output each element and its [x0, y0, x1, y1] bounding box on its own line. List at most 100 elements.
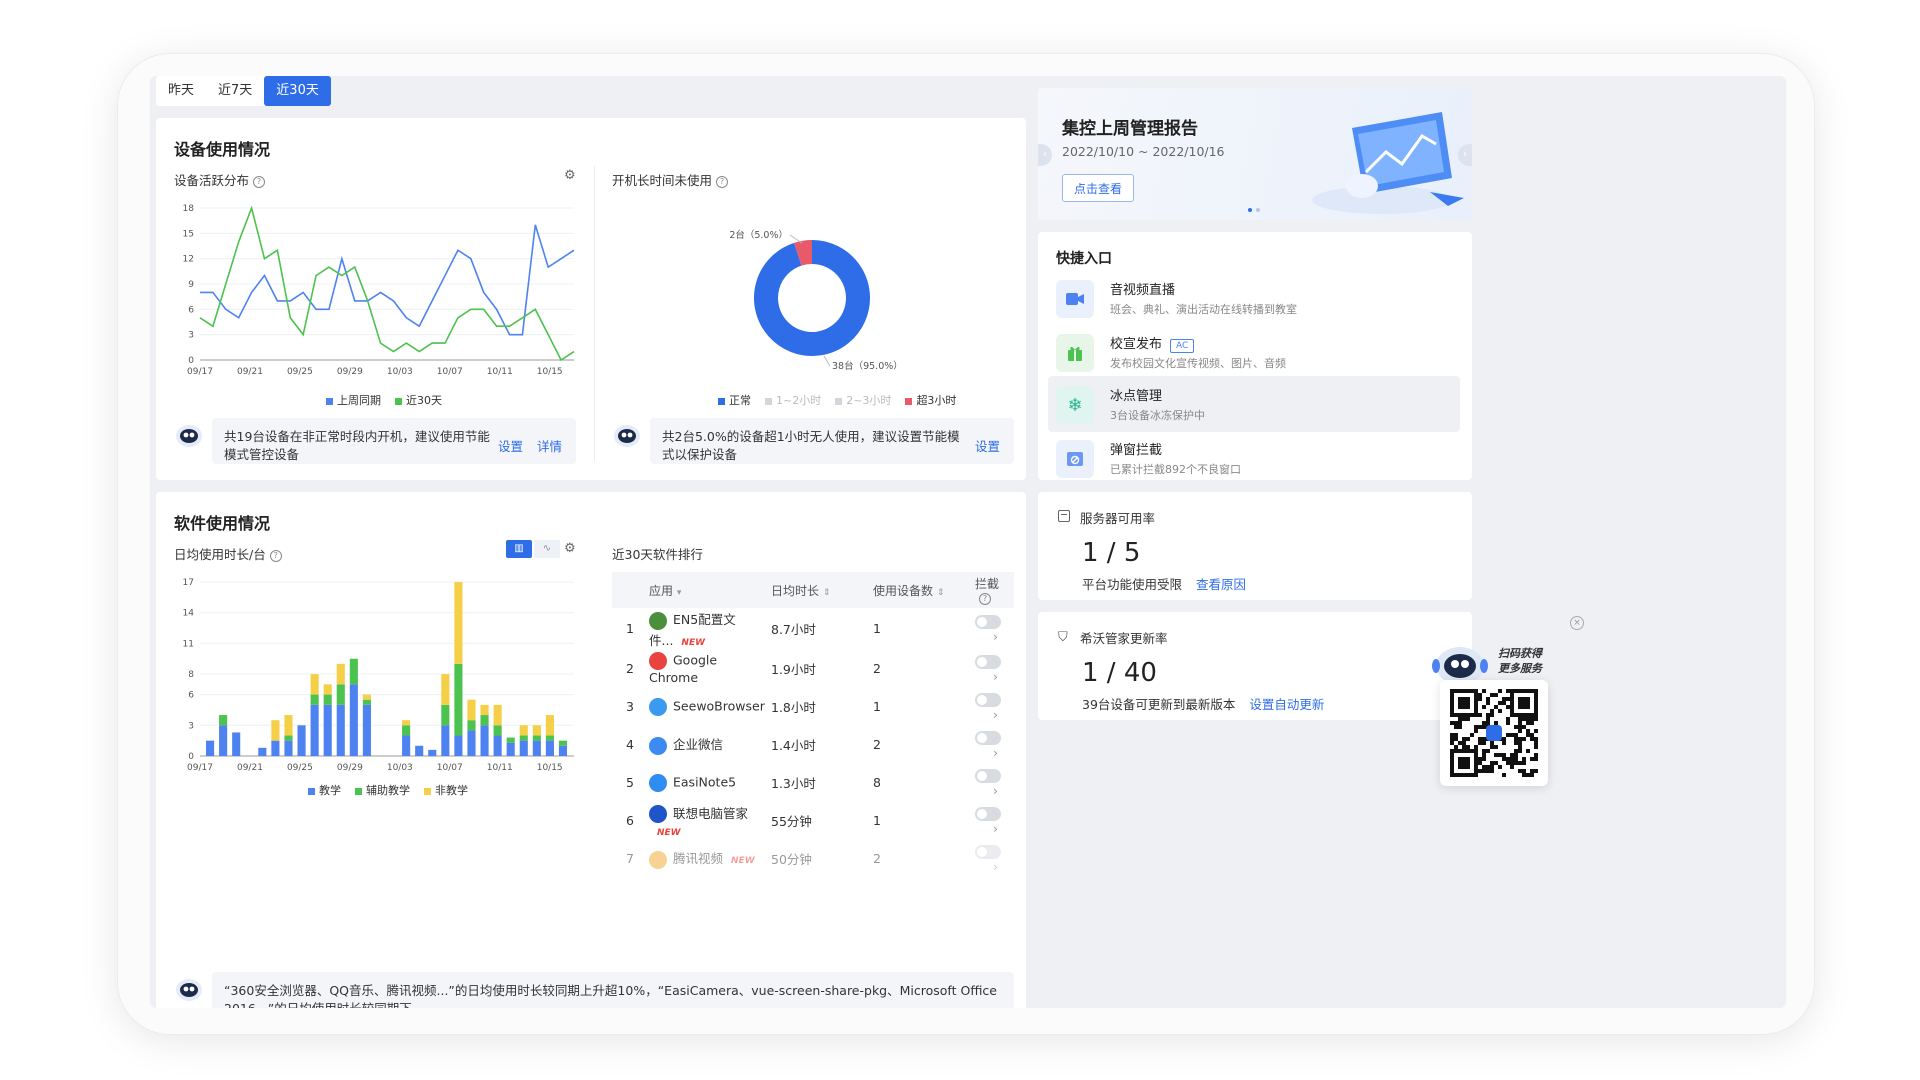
qr-module — [1486, 765, 1490, 769]
qr-module — [1454, 737, 1458, 741]
quick-entry-live-stream[interactable]: 音视频直播 班会、典礼、演出活动在线转播到教室 — [1048, 270, 1460, 326]
qr-module — [1454, 721, 1458, 725]
settings-link[interactable]: 设置 — [497, 439, 523, 454]
qr-module — [1522, 761, 1526, 765]
chevron-right-icon[interactable]: › — [993, 744, 998, 760]
bar-segment — [519, 725, 528, 736]
bar-segment — [467, 699, 476, 721]
software-usage-title: 软件使用情况 — [174, 514, 271, 533]
help-icon[interactable]: ? — [253, 175, 266, 188]
block-toggle[interactable] — [975, 768, 1001, 783]
gear-icon[interactable]: ⚙ — [564, 541, 576, 556]
qr-module — [1502, 737, 1506, 741]
qr-module — [1534, 757, 1538, 761]
qr-module — [1506, 717, 1510, 721]
activity-tip-links: 设置 详情 — [484, 438, 562, 456]
new-badge: NEW — [731, 856, 755, 867]
table-header-row: 应用 ▾ 日均时长 ⇕ 使用设备数 ⇕ 拦截? — [612, 572, 1014, 608]
report-date-range: 2022/10/10 ~ 2022/10/16 — [1062, 144, 1225, 159]
bar-chart-toggle-button[interactable]: ▥ — [506, 540, 532, 558]
x-tick-label: 10/15 — [537, 367, 563, 377]
bar-segment — [258, 747, 267, 756]
tab-last-30-days[interactable]: 近30天 — [264, 76, 331, 106]
quick-entry-name: 冰点管理 — [1110, 389, 1163, 404]
table-row[interactable]: 7 腾讯视频 NEW 50分钟 2 › — [612, 840, 1014, 878]
chevron-right-icon[interactable]: › — [993, 706, 998, 722]
table-row[interactable]: 6 联想电脑管家 NEW 55分钟 1 › — [612, 802, 1014, 840]
carousel-dot-active[interactable] — [1248, 208, 1252, 212]
table-row[interactable]: 1 EN5配置文件... NEW 8.7小时 1 › — [612, 608, 1014, 650]
block-cell: › — [974, 802, 1014, 840]
block-toggle[interactable] — [975, 844, 1001, 859]
duration-cell: 55分钟 — [771, 814, 812, 829]
report-title: 集控上周管理报告 — [1062, 119, 1198, 139]
qr-module — [1514, 725, 1518, 729]
chevron-right-icon[interactable]: › — [993, 782, 998, 798]
table-row[interactable]: 4 企业微信 1.4小时 2 › — [612, 726, 1014, 764]
chevron-right-icon[interactable]: › — [993, 629, 998, 644]
bar-segment — [441, 725, 450, 756]
tab-yesterday[interactable]: 昨天 — [168, 83, 195, 98]
app-cell: 联想电脑管家 NEW — [648, 802, 770, 840]
dashboard-screen: 昨天 近7天 近30天 设备使用情况 设备活跃分布? ⚙ 0 3 6 9 12 15 18 0… — [150, 76, 1786, 1008]
software-usage-card: 软件使用情况 日均使用时长/台? ▥ ∿ ⚙ 0 3 6 8 11 14 17 09/17 09… — [156, 492, 1026, 1008]
qr-module — [1530, 773, 1534, 777]
bar-segment — [336, 663, 345, 685]
chevron-right-icon[interactable]: › — [993, 820, 998, 836]
devices-column-header[interactable]: 使用设备数 ⇕ — [872, 572, 974, 608]
table-row[interactable]: 5 EasiNote5 1.3小时 8 › — [612, 764, 1014, 802]
help-icon[interactable]: ? — [716, 175, 729, 188]
server-desc-text: 平台功能使用受限 — [1082, 577, 1183, 592]
table-row[interactable]: 2 Google Chrome 1.9小时 2 › — [612, 650, 1014, 688]
quick-entry-freeze-management[interactable]: ❄ 冰点管理 3台设备冰冻保护中 — [1048, 376, 1460, 432]
qr-module — [1462, 745, 1466, 749]
qr-module — [1466, 737, 1470, 741]
qr-module — [1458, 741, 1462, 745]
app-icon — [649, 805, 667, 824]
qr-module — [1522, 773, 1526, 777]
qr-module — [1478, 741, 1482, 745]
chevron-right-icon[interactable]: › — [993, 668, 998, 684]
help-icon[interactable]: ? — [269, 549, 282, 562]
y-tick-label: 3 — [188, 721, 194, 731]
help-icon[interactable]: ? — [979, 593, 991, 605]
line-chart-toggle-button[interactable]: ∿ — [534, 540, 560, 558]
duration-cell: 1.8小时 — [771, 700, 816, 715]
close-icon[interactable]: × — [1570, 616, 1584, 630]
data-label: 2台（5.0%） — [729, 229, 788, 241]
settings-link[interactable]: 设置 — [974, 439, 1000, 454]
carousel-dot[interactable] — [1256, 208, 1260, 212]
block-toggle[interactable] — [975, 692, 1001, 707]
table-row[interactable]: 3 SeewoBrowser 1.8小时 1 › — [612, 688, 1014, 726]
carousel-next-button[interactable]: › — [1458, 144, 1472, 166]
app-column-header[interactable]: 应用 ▾ — [648, 572, 770, 608]
block-toggle[interactable] — [975, 654, 1001, 669]
video-icon — [1056, 280, 1094, 318]
quick-entry-campus-publish[interactable]: 校宣发布 AC 发布校园文化宣传视频、图片、音频 — [1048, 324, 1460, 380]
qr-module — [1482, 741, 1486, 745]
device-usage-title: 设备使用情况 — [174, 140, 271, 159]
legend-label: 辅助教学 — [366, 784, 410, 797]
quick-entry-popup-block[interactable]: 弹窗拦截 已累计拦截892个不良窗口 — [1048, 430, 1460, 486]
qr-module — [1530, 737, 1534, 741]
auto-update-link[interactable]: 设置自动更新 — [1249, 697, 1325, 712]
details-link[interactable]: 详情 — [536, 439, 562, 454]
tab-last-7-days[interactable]: 近7天 — [218, 83, 253, 98]
qr-module — [1502, 757, 1506, 761]
view-report-button[interactable]: 点击查看 — [1062, 174, 1134, 202]
block-toggle[interactable] — [975, 806, 1001, 821]
chevron-right-icon[interactable]: › — [993, 858, 998, 874]
duration-column-header[interactable]: 日均时长 ⇕ — [770, 572, 872, 608]
block-toggle[interactable] — [975, 730, 1001, 745]
carousel-prev-button[interactable]: ‹ — [1038, 144, 1052, 166]
bar-segment — [519, 735, 528, 741]
x-tick-label: 09/21 — [237, 367, 263, 377]
rank-cell: 1 — [626, 621, 634, 637]
block-toggle[interactable] — [975, 615, 1001, 629]
gear-icon[interactable]: ⚙ — [564, 168, 576, 183]
qr-code-icon[interactable] — [1450, 689, 1538, 777]
view-reason-link[interactable]: 查看原因 — [1196, 577, 1247, 592]
bar-segment — [519, 740, 528, 756]
devices-cell: 1 — [873, 699, 881, 714]
qr-module — [1534, 753, 1538, 757]
